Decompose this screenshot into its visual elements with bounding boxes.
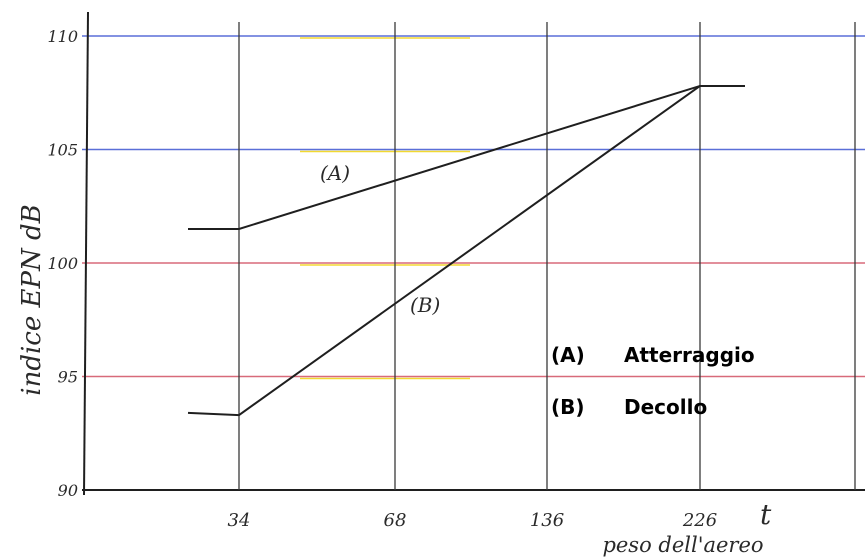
series-a-label: (A) [320, 161, 350, 185]
legend-b-key: (B) [551, 395, 585, 419]
x-tick-label-68: 68 [384, 510, 407, 531]
gridline-y-105 [82, 148, 865, 153]
gridline-y-100 [82, 262, 865, 266]
legend-a-key: (A) [551, 343, 585, 367]
x-tick-label-34: 34 [228, 510, 251, 531]
series-line-b [187, 85, 701, 417]
x-axis-label: peso dell'aereo [602, 533, 763, 557]
series-line-a [188, 84, 745, 230]
y-tick-label-110: 110 [47, 27, 78, 46]
gridline-y-110 [82, 35, 865, 39]
x-axis-unit: t [760, 498, 772, 531]
y-tick-label-90: 90 [58, 481, 78, 500]
x-tick-label-226: 226 [682, 510, 717, 531]
x-tick-labels: 34 68 136 226 [228, 510, 718, 531]
gridline-y-95 [82, 375, 865, 380]
axes [83, 11, 89, 496]
y-axis-label: indice EPN dB [17, 204, 47, 395]
y-tick-label-105: 105 [47, 141, 78, 160]
series-lines [187, 84, 745, 417]
gridlines [82, 22, 865, 491]
legend-b-label: Decollo [624, 395, 707, 419]
x-tick-label-136: 136 [530, 510, 564, 531]
y-tick-label-100: 100 [47, 254, 78, 273]
series-b-label: (B) [410, 293, 440, 317]
legend-a-label: Atterraggio [624, 343, 755, 367]
y-tick-label-95: 95 [58, 368, 78, 387]
y-axis [83, 11, 89, 496]
y-tick-labels: 90 95 100 105 110 [47, 27, 78, 500]
